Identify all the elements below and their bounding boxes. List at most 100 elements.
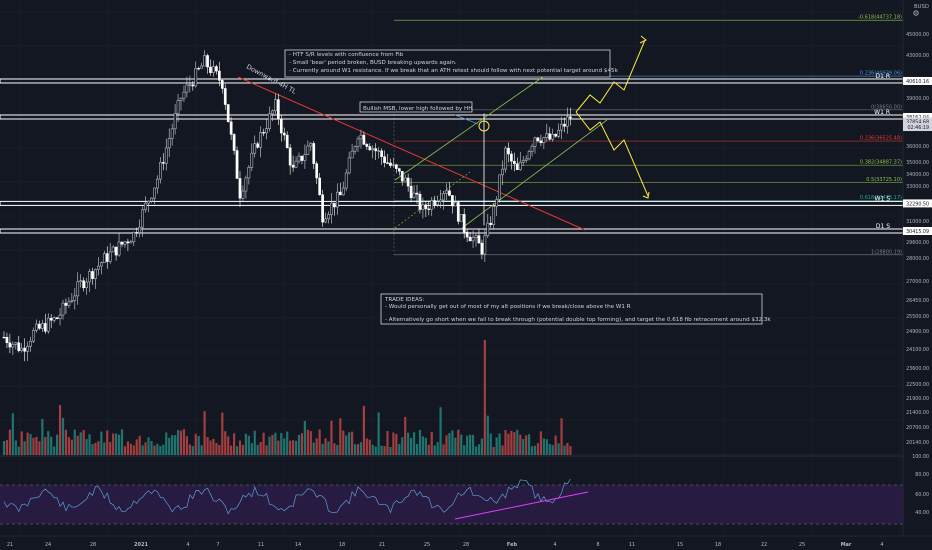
volume-bar — [525, 435, 528, 455]
rsi-band — [0, 485, 903, 524]
volume-bar — [560, 418, 563, 455]
volume-bar — [536, 443, 540, 455]
volume-bar — [67, 437, 70, 455]
volume-bar — [427, 444, 430, 455]
gear-icon[interactable] — [913, 10, 919, 16]
volume-bar — [233, 433, 236, 455]
volume-bar — [259, 442, 262, 455]
volume-bar — [215, 442, 218, 455]
candle-body — [530, 146, 534, 152]
candle-body — [492, 206, 496, 226]
volume-bar — [321, 443, 324, 455]
candle-body — [232, 134, 236, 151]
volume-bar — [327, 441, 330, 455]
candle-body — [353, 146, 357, 152]
volume-bar — [56, 434, 59, 455]
candle-body — [548, 133, 552, 140]
volume-bar — [433, 445, 436, 455]
candle-body — [521, 160, 525, 163]
candle-body — [380, 150, 383, 157]
candle-body — [389, 162, 392, 166]
candle-body — [365, 144, 369, 147]
volume-bar — [474, 446, 478, 455]
channel-upper — [394, 64, 561, 181]
volume-bar — [88, 434, 91, 455]
time-axis[interactable]: 21 24 28 2021 4 7 11 14 18 21 25 28 Feb 4 8 11 15 18 22 25 M… — [0, 535, 932, 548]
candle-body — [91, 271, 94, 279]
candle-body — [144, 202, 147, 211]
bearish-arrowhead — [642, 191, 650, 199]
candle-body — [259, 132, 262, 148]
candle-body — [88, 271, 91, 283]
rsi-divergence — [454, 491, 589, 520]
candle-body — [557, 129, 560, 137]
candle-body — [377, 150, 380, 152]
volume-bar — [292, 440, 295, 455]
candle-body — [424, 204, 428, 210]
volume-bars — [0, 340, 903, 457]
price-tick: 22500.00 — [906, 382, 929, 388]
candle-body — [268, 113, 271, 129]
volume-bar — [5, 440, 9, 455]
volume-bar — [324, 438, 327, 455]
volume-bar — [507, 433, 510, 455]
candle-body — [442, 193, 445, 201]
price-axis[interactable]: BUSD 45000.0043000.0041000.0039000.00380… — [902, 0, 932, 536]
candle-body — [533, 137, 537, 147]
candle-body — [138, 226, 142, 233]
volume-bar — [165, 432, 168, 455]
volume-bar — [115, 433, 118, 455]
volume-bar — [492, 446, 495, 455]
volume-bar — [274, 432, 277, 455]
volume-bar — [386, 431, 389, 455]
candle-body — [85, 281, 88, 289]
candle-body — [38, 323, 41, 329]
volume-bar — [147, 437, 150, 455]
level-tag — [903, 199, 932, 208]
volume-bar — [235, 446, 239, 455]
volume-bar — [244, 433, 247, 455]
candle-body — [114, 246, 118, 256]
price-tick: 21900.00 — [906, 396, 929, 402]
volume-bar — [103, 442, 106, 455]
time-tick: 7 — [216, 542, 219, 548]
candle-body — [256, 143, 260, 148]
volume-bar — [318, 429, 321, 455]
volume-bar — [132, 445, 135, 455]
rsi-line — [3, 478, 571, 515]
volume-bar — [221, 412, 224, 455]
volume-bar — [253, 430, 256, 455]
volume-bar — [457, 429, 460, 455]
volume-bar — [129, 443, 132, 455]
candle-body — [282, 132, 286, 136]
volume-bar — [171, 435, 174, 455]
candle-body — [238, 178, 242, 199]
volume-bar — [495, 437, 498, 455]
candle-body — [147, 200, 150, 204]
volume-bar — [29, 433, 32, 455]
candle-body — [486, 222, 490, 236]
price-tick: 43000.00 — [906, 53, 929, 59]
candle-body — [445, 190, 448, 194]
volume-bar — [250, 443, 253, 455]
volume-bar — [439, 407, 442, 455]
volume-bar — [194, 433, 197, 455]
candle-body — [374, 148, 378, 152]
downtrend-line — [237, 76, 586, 231]
volume-bar — [218, 444, 221, 455]
candle-body — [451, 195, 454, 207]
rsi-tick: 80.00 — [915, 472, 929, 478]
candle-body — [510, 153, 513, 162]
candle-body — [454, 202, 457, 207]
candle-body — [188, 84, 192, 86]
volume-bar — [392, 432, 395, 455]
candle-body — [459, 214, 463, 222]
volume-bar — [513, 432, 516, 455]
volume-bar — [150, 440, 153, 455]
volume-bar — [519, 434, 522, 455]
volume-bar — [20, 431, 23, 455]
candle-body — [545, 133, 549, 138]
candle-body — [105, 253, 109, 262]
candle-body — [141, 209, 145, 228]
